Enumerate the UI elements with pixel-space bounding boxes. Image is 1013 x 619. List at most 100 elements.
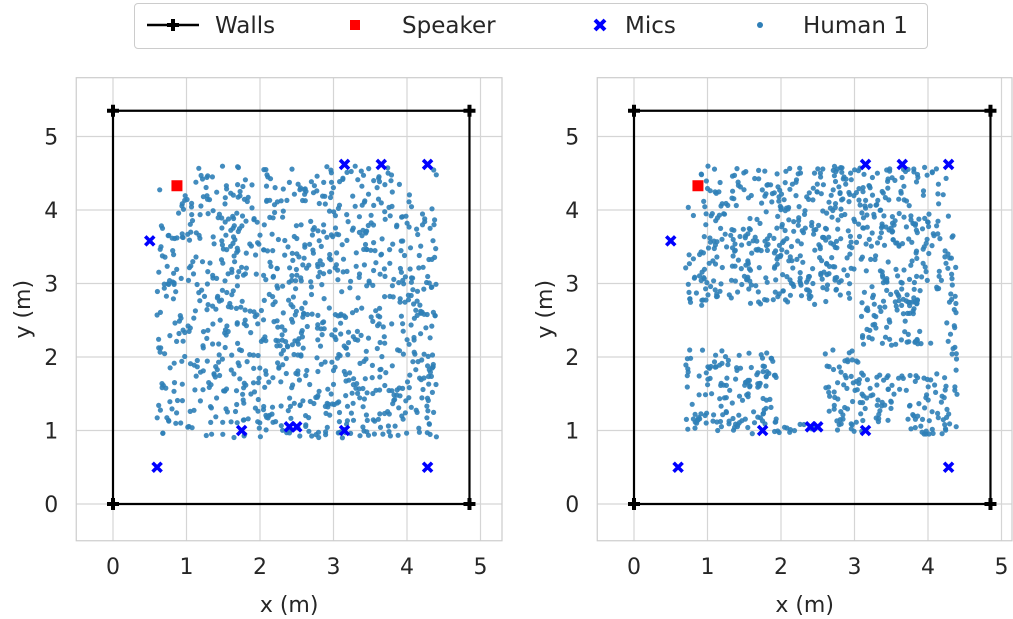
human-point: [906, 276, 913, 282]
human-point: [863, 205, 869, 211]
human-point: [871, 211, 877, 217]
human-point: [258, 307, 264, 314]
human-point: [293, 266, 299, 273]
human-point: [950, 233, 956, 239]
human-point: [220, 419, 226, 425]
human-point: [207, 260, 213, 266]
human-point: [699, 297, 705, 303]
human-point: [764, 236, 771, 242]
human-point: [193, 254, 199, 260]
human-point: [194, 281, 200, 288]
human-point: [353, 263, 359, 269]
human-point: [783, 168, 789, 174]
x-tick-label: 4: [921, 555, 935, 580]
human-point: [344, 169, 350, 175]
human-point: [364, 283, 370, 289]
human-point: [369, 375, 375, 381]
human-point: [840, 416, 846, 422]
human-point: [826, 384, 832, 390]
human-point: [219, 356, 225, 362]
human-point: [344, 403, 351, 409]
human-point: [705, 382, 711, 388]
human-point: [173, 289, 179, 295]
human-point: [315, 337, 321, 343]
human-point: [359, 305, 365, 311]
human-point: [222, 388, 228, 394]
x-tick-label: 1: [180, 555, 194, 580]
human-point: [364, 390, 370, 396]
human-point: [167, 399, 173, 405]
human-point: [715, 427, 721, 434]
human-point: [684, 384, 690, 390]
wall-corner-marker: [984, 498, 997, 510]
human-point: [857, 202, 863, 208]
human-point: [197, 369, 204, 375]
human-point: [391, 276, 397, 282]
human-point: [378, 366, 384, 372]
human-point: [385, 165, 391, 171]
human-point: [874, 170, 881, 176]
human-point: [328, 170, 334, 176]
human-point: [390, 294, 396, 300]
human-point: [724, 375, 730, 381]
human-point: [775, 213, 781, 219]
human-point: [414, 226, 420, 232]
human-point: [372, 248, 378, 254]
human-point: [826, 408, 832, 414]
human-point: [907, 402, 913, 408]
human-point: [810, 185, 816, 191]
human-point: [204, 174, 210, 180]
human-point: [719, 236, 725, 242]
human-point: [893, 266, 899, 272]
human-point: [878, 230, 885, 236]
human-point: [156, 345, 162, 351]
human-point: [701, 234, 707, 240]
human-point: [379, 236, 385, 242]
human-point: [787, 427, 794, 433]
human-point: [330, 234, 336, 240]
human-point: [885, 373, 891, 379]
human-point: [213, 414, 219, 420]
human-point: [869, 284, 875, 290]
human-point: [377, 411, 383, 417]
human-point: [280, 347, 287, 353]
human-point: [424, 403, 430, 409]
human-point: [274, 265, 280, 271]
human-point: [266, 379, 272, 385]
human-point: [418, 243, 424, 249]
human-point: [304, 265, 310, 271]
human-point: [401, 252, 408, 259]
human-point: [711, 245, 717, 252]
human-point: [263, 167, 269, 173]
human-point: [157, 187, 163, 193]
human-point: [235, 194, 241, 200]
human-point: [171, 270, 177, 276]
human-point: [403, 398, 409, 404]
human-point: [947, 421, 953, 427]
human-point: [224, 289, 230, 296]
human-point: [193, 373, 199, 379]
human-point: [919, 416, 926, 422]
human-point: [764, 350, 770, 356]
human-point: [349, 310, 356, 316]
human-point: [755, 414, 761, 420]
human-point: [260, 407, 267, 413]
human-point: [800, 259, 806, 265]
human-point: [892, 177, 898, 183]
blue-x-icon: [593, 18, 607, 32]
human-point: [236, 269, 242, 275]
human-point: [268, 263, 274, 269]
human-point: [884, 287, 890, 293]
human-point: [370, 390, 376, 397]
human-point: [892, 218, 898, 224]
human-point: [423, 325, 429, 331]
human-point: [842, 404, 848, 411]
human-point: [879, 223, 886, 229]
human-point: [296, 377, 302, 383]
human-point: [364, 429, 370, 435]
human-point: [321, 222, 327, 228]
human-point: [864, 377, 871, 383]
human-point: [686, 252, 692, 258]
human-point: [949, 351, 955, 357]
human-point: [432, 217, 438, 223]
